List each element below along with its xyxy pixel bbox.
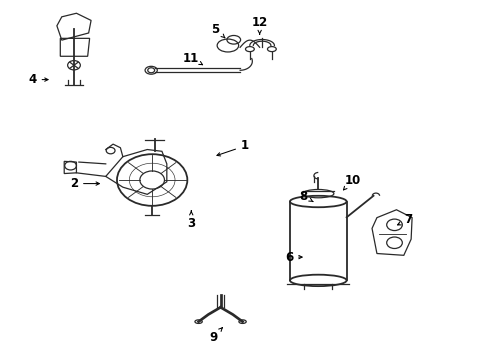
Text: 9: 9 <box>209 328 222 343</box>
Text: 12: 12 <box>251 16 268 34</box>
Text: 6: 6 <box>285 251 302 264</box>
Text: 11: 11 <box>183 51 202 65</box>
Text: 3: 3 <box>187 211 196 230</box>
Text: 5: 5 <box>212 23 225 38</box>
Text: 4: 4 <box>28 73 48 86</box>
Text: 7: 7 <box>397 213 413 226</box>
Text: 10: 10 <box>343 174 361 190</box>
Text: 8: 8 <box>299 190 313 203</box>
Text: 2: 2 <box>70 177 99 190</box>
Text: 1: 1 <box>217 139 249 156</box>
